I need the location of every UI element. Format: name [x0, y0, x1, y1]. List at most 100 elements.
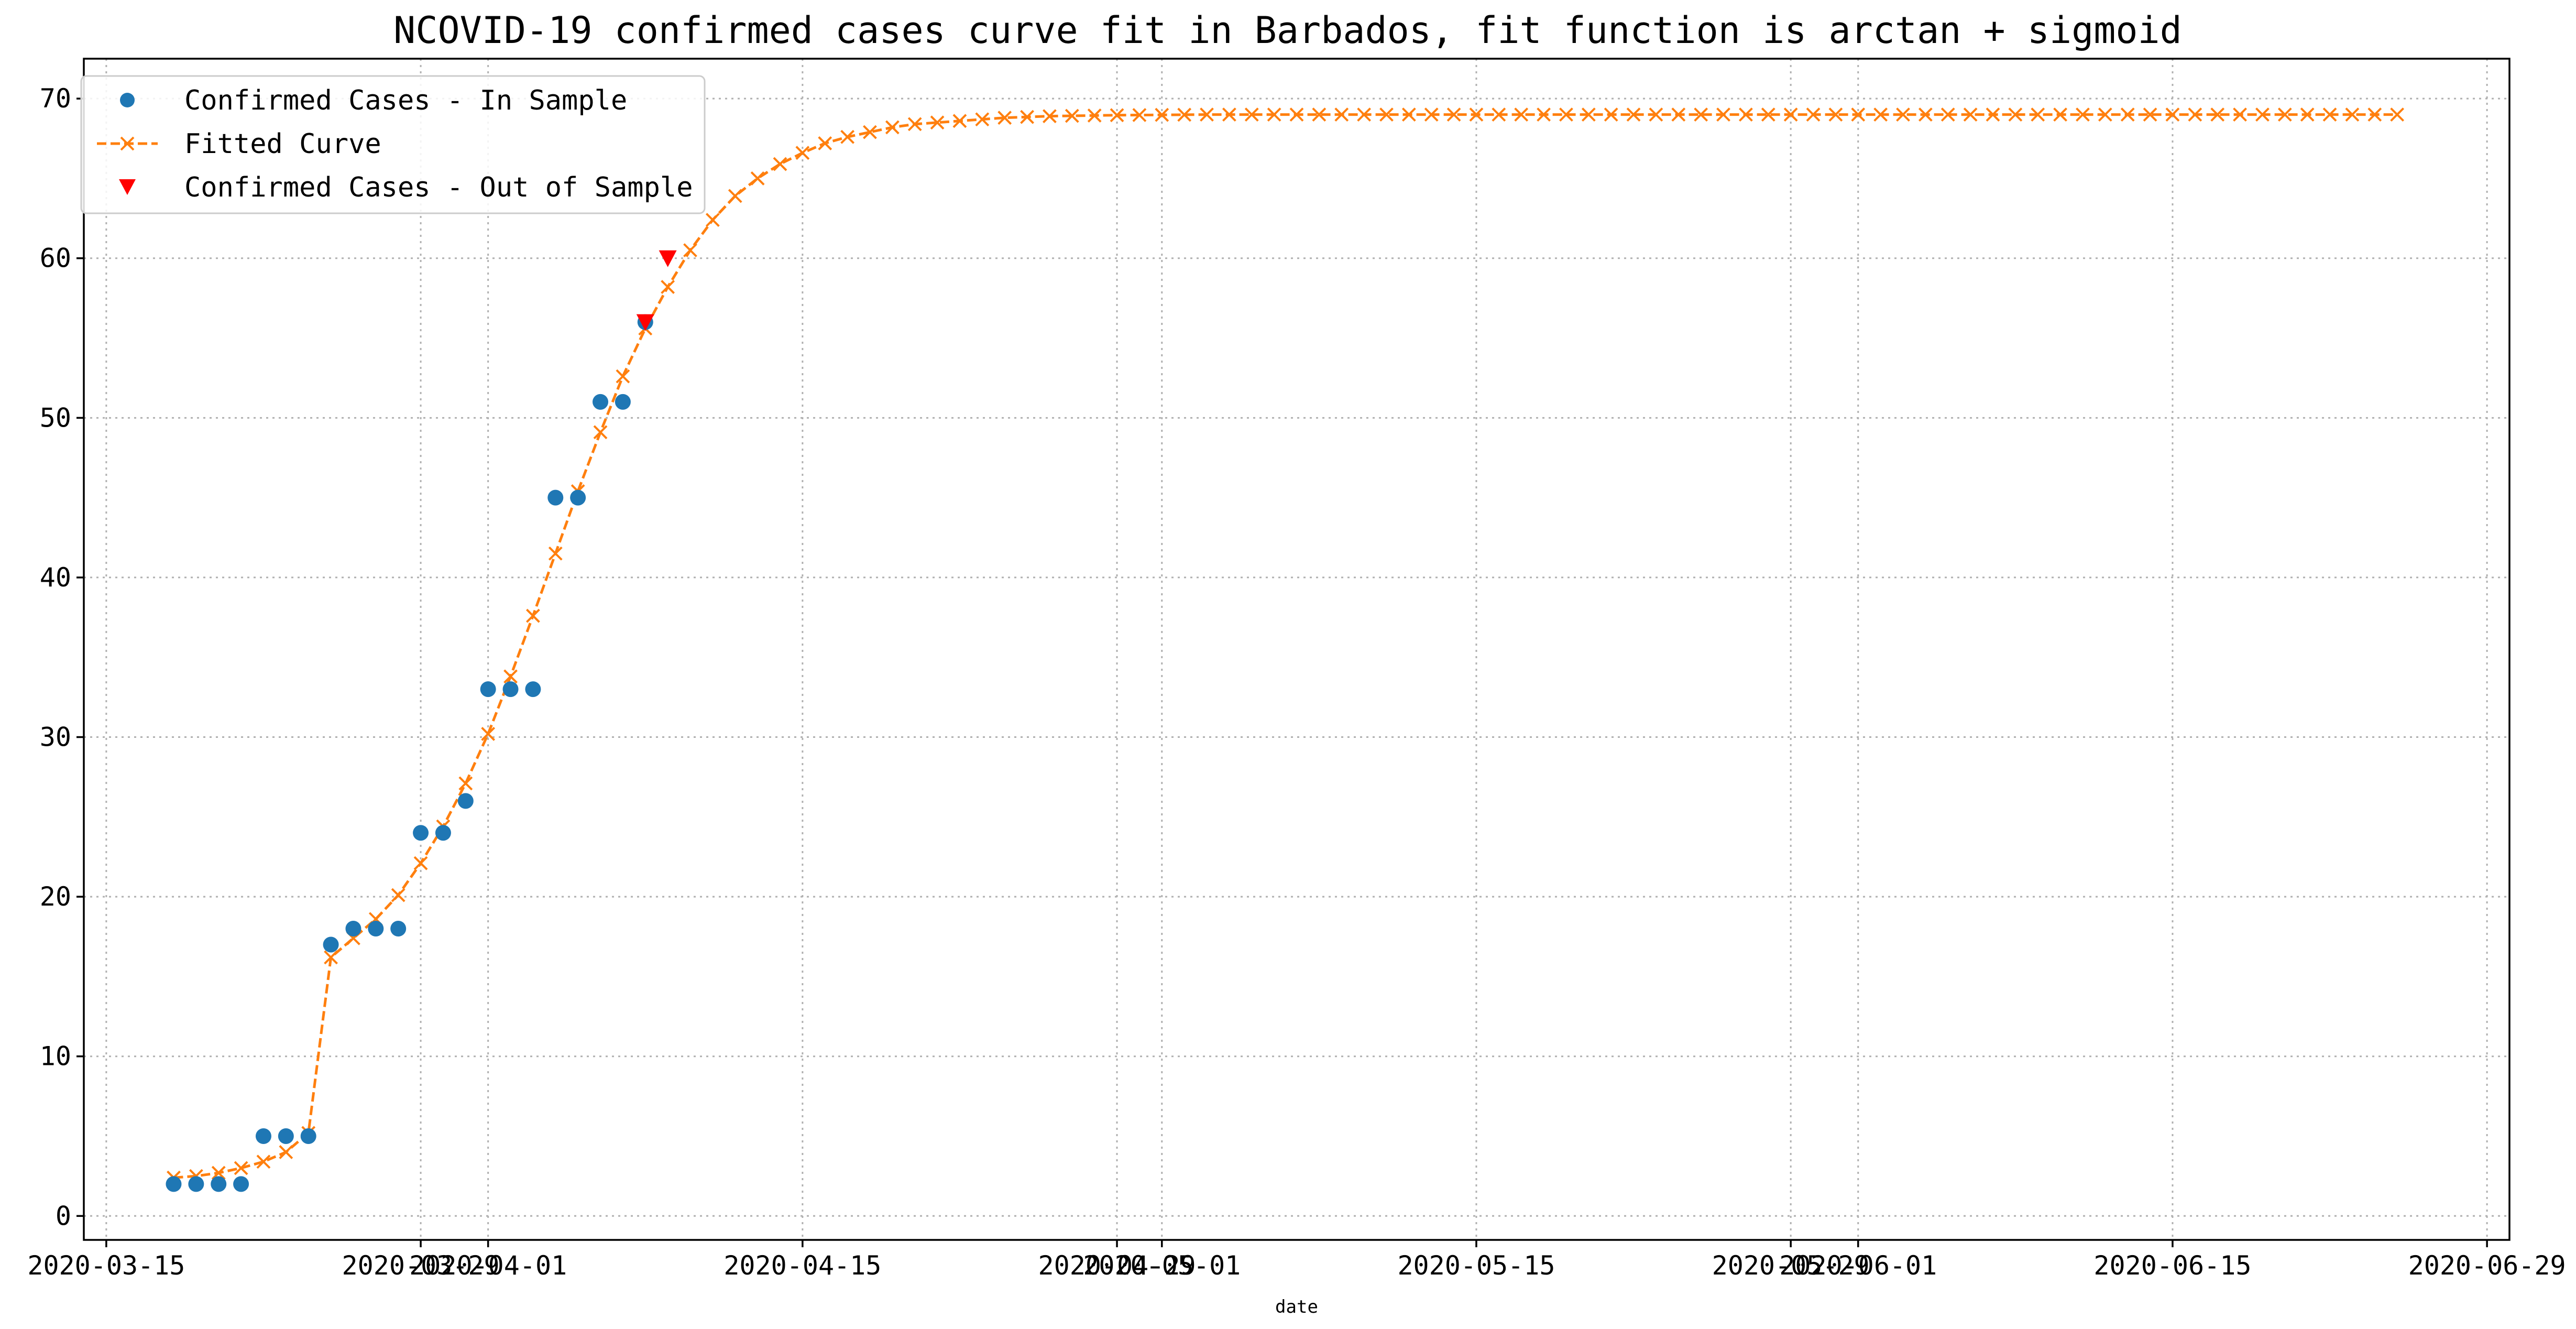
in-sample-point	[502, 681, 519, 698]
fitted-curve-point	[2053, 107, 2068, 122]
fitted-curve-point	[1200, 107, 1214, 122]
fitted-curve-point	[1559, 107, 1573, 122]
x-axis-label: date	[1275, 1297, 1318, 1317]
fitted-curve-point	[1492, 107, 1506, 122]
fitted-curve-point	[548, 546, 563, 561]
x-tick-label: 2020-06-15	[2093, 1250, 2251, 1281]
fitted-curve-point	[705, 213, 720, 227]
fitted-curve-point	[593, 425, 608, 440]
y-axis: 0 10 20 30 40 50 60 70	[40, 83, 84, 1231]
fitted-curve-point	[503, 669, 518, 684]
grid	[84, 59, 2509, 1240]
fitted-curve-point	[1155, 107, 1169, 122]
fitted-curve-point	[997, 111, 1012, 125]
fitted-curve-point	[256, 1154, 271, 1169]
fitted-curve-point	[2322, 107, 2337, 122]
in-sample-point	[255, 1128, 271, 1145]
y-tick-label: 0	[56, 1201, 71, 1231]
legend-box	[80, 75, 706, 214]
fitted-curve-point	[2098, 107, 2112, 122]
fitted-curve-point	[1851, 107, 1866, 122]
fitted-curve-point	[1761, 107, 1775, 122]
fitted-curve-point	[1873, 107, 1888, 122]
fitted-curve-point	[1267, 107, 1281, 122]
in-sample-point	[345, 921, 361, 937]
fitted-curve-point	[1604, 107, 1618, 122]
x-tick-label: 2020-05-01	[1083, 1250, 1241, 1281]
in-sample-point	[166, 1176, 182, 1192]
fitted-curve-point	[2008, 107, 2023, 122]
fitted-curve-point	[1177, 107, 1192, 122]
fitted-curve-point	[1424, 107, 1439, 122]
fitted-curve-point	[1986, 107, 2000, 122]
fitted-curve-point	[1244, 107, 1259, 122]
fitted-curve-point	[818, 136, 832, 150]
in-sample-point	[435, 825, 451, 841]
fitted-curve-point	[1738, 107, 1753, 122]
legend-marker-x	[120, 136, 135, 151]
fitted-curve-point	[1357, 107, 1372, 122]
in-sample-point	[300, 1128, 316, 1145]
fitted-curve-point	[1514, 107, 1529, 122]
fitted-curve-point	[952, 114, 967, 128]
fitted-curve-point	[2076, 107, 2090, 122]
fitted-curve-point	[1110, 108, 1124, 123]
fitted-curve-point	[481, 727, 496, 741]
out-of-sample-point	[636, 314, 654, 331]
fitted-curve-point	[1783, 107, 1798, 122]
in-sample-point	[188, 1176, 204, 1192]
legend-item-in-sample: Confirmed Cases - In Sample	[120, 85, 627, 116]
legend-item-out-of-sample: Confirmed Cases - Out of Sample	[119, 172, 693, 203]
in-sample-point	[480, 681, 496, 698]
in-sample-point	[390, 921, 407, 937]
fitted-curve-point	[795, 146, 810, 160]
y-tick-label: 60	[40, 243, 71, 274]
legend-label-fitted-curve: Fitted Curve	[184, 128, 381, 160]
legend-marker-triangle-down	[119, 179, 136, 195]
fitted-curve-point	[2188, 107, 2202, 122]
fitted-curve-point	[840, 129, 855, 144]
in-sample-point	[525, 681, 541, 698]
legend-item-fitted-curve: Fitted Curve	[97, 128, 381, 160]
fitted-curve-point	[1537, 107, 1551, 122]
x-tick-label: 2020-04-29	[1038, 1250, 1196, 1281]
fitted-curve-point	[1289, 107, 1304, 122]
in-sample-point	[457, 793, 474, 809]
fitted-curve-point	[2031, 107, 2045, 122]
fitted-curve-point	[1312, 107, 1327, 122]
plot-frame	[83, 58, 2511, 1241]
y-tick-label: 10	[40, 1041, 71, 1072]
fitted-curve-point	[324, 950, 338, 965]
y-tick-label: 50	[40, 402, 71, 433]
fitted-curve-point	[1694, 107, 1708, 122]
fitted-curve-point	[1828, 107, 1843, 122]
fitted-curve-point	[1806, 107, 1821, 122]
fitted-curve-point	[1963, 107, 1978, 122]
fitted-curve-point	[1065, 108, 1079, 123]
chart-title: NCOVID-19 confirmed cases curve fit in B…	[393, 9, 2182, 52]
fitted-curve-point	[907, 117, 922, 132]
in-sample-point	[570, 489, 586, 506]
fitted-curve-point	[1043, 109, 1057, 124]
fitted-curve-point	[1222, 107, 1236, 122]
legend-label-out-of-sample: Confirmed Cases - Out of Sample	[184, 172, 693, 203]
fitted-curve-point	[2210, 107, 2225, 122]
fitted-curve-point	[234, 1161, 248, 1175]
plot-area	[166, 107, 2405, 1192]
fitted-curve-point	[279, 1145, 293, 1159]
x-tick-label: 2020-03-15	[27, 1250, 185, 1281]
in-sample-point	[211, 1176, 227, 1192]
legend: Confirmed Cases - In Sample Fitted Curve…	[80, 75, 706, 214]
y-tick-label: 70	[40, 83, 71, 114]
fitted-curve-point	[773, 157, 787, 171]
legend-marker-circle	[120, 93, 135, 107]
fitted-curve-point	[885, 120, 900, 135]
fitted-curve-point	[1087, 108, 1102, 123]
in-sample-point	[547, 489, 564, 506]
y-tick-label: 30	[40, 722, 71, 753]
fitted-curve-point	[1379, 107, 1394, 122]
x-tick-label: 2020-03-29	[342, 1250, 500, 1281]
fitted-curve-point	[1896, 107, 1910, 122]
